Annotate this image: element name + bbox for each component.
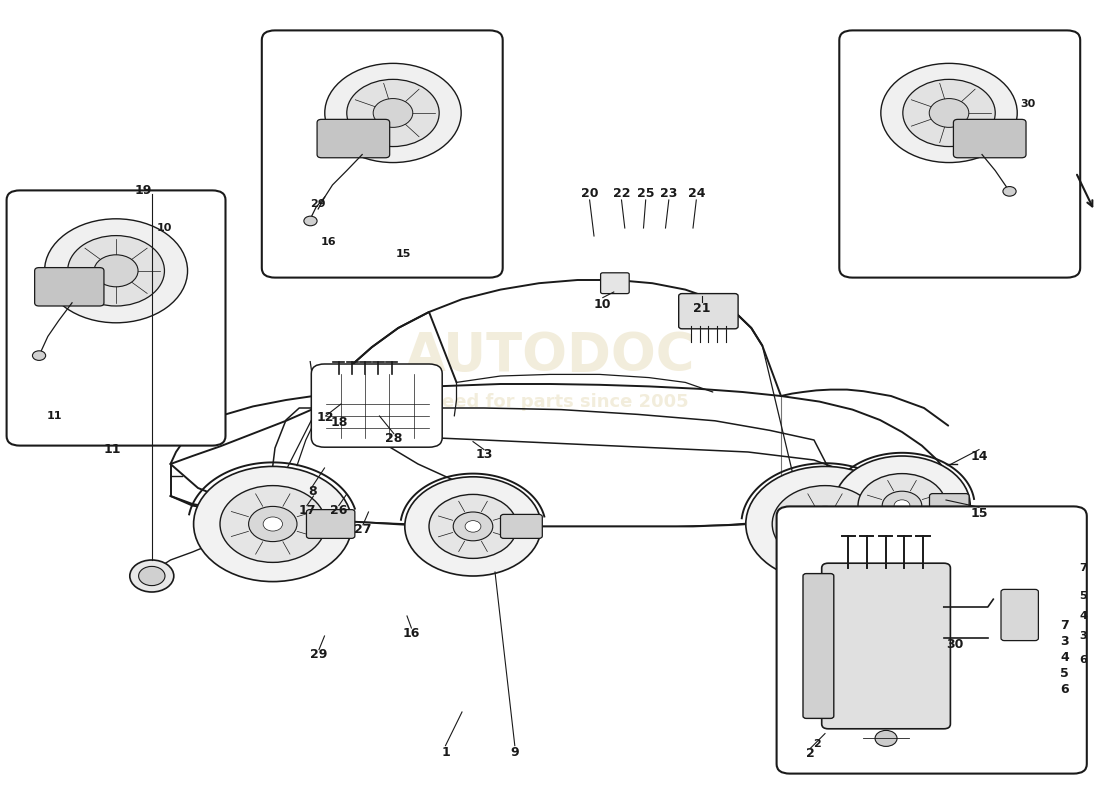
Text: 2: 2: [806, 747, 815, 760]
FancyBboxPatch shape: [777, 506, 1087, 774]
Text: 16: 16: [403, 627, 420, 640]
Text: 15: 15: [970, 507, 988, 520]
Text: 2: 2: [813, 739, 822, 749]
Text: 30: 30: [946, 638, 964, 650]
FancyBboxPatch shape: [34, 267, 103, 306]
Text: 15: 15: [396, 249, 411, 258]
Circle shape: [882, 491, 922, 520]
Circle shape: [324, 63, 461, 162]
Text: 22: 22: [613, 187, 630, 200]
FancyBboxPatch shape: [500, 514, 542, 538]
Text: 18: 18: [330, 416, 348, 429]
Text: 25: 25: [637, 187, 654, 200]
Circle shape: [453, 512, 493, 541]
Text: 26: 26: [330, 504, 348, 517]
Circle shape: [220, 486, 326, 562]
Text: 4: 4: [1060, 651, 1069, 664]
Circle shape: [903, 79, 996, 146]
Circle shape: [32, 350, 45, 360]
Circle shape: [876, 730, 898, 746]
FancyBboxPatch shape: [839, 30, 1080, 278]
FancyBboxPatch shape: [307, 510, 355, 538]
Text: 27: 27: [354, 523, 372, 536]
Text: 6: 6: [1060, 683, 1069, 696]
Text: 11: 11: [46, 411, 63, 421]
Text: 1: 1: [441, 746, 450, 758]
Text: 20: 20: [581, 187, 598, 200]
Text: 29: 29: [310, 648, 328, 661]
Text: 12: 12: [317, 411, 334, 424]
Circle shape: [139, 566, 165, 586]
Circle shape: [429, 494, 517, 558]
Text: 4: 4: [1079, 611, 1087, 621]
FancyBboxPatch shape: [262, 30, 503, 278]
Circle shape: [894, 500, 910, 511]
Circle shape: [249, 506, 297, 542]
FancyBboxPatch shape: [7, 190, 225, 446]
Text: 17: 17: [298, 504, 316, 517]
Text: 3: 3: [1060, 635, 1069, 648]
Circle shape: [1003, 186, 1016, 196]
FancyBboxPatch shape: [954, 119, 1026, 158]
Circle shape: [746, 466, 904, 582]
Circle shape: [68, 235, 165, 306]
FancyBboxPatch shape: [1001, 590, 1038, 641]
Text: 5: 5: [1079, 591, 1087, 601]
Circle shape: [858, 474, 946, 538]
Text: 5: 5: [1060, 667, 1069, 680]
Text: AUTODOC: AUTODOC: [405, 330, 695, 382]
FancyBboxPatch shape: [317, 119, 389, 158]
Text: 23: 23: [660, 187, 678, 200]
Text: 28: 28: [385, 432, 403, 445]
Circle shape: [772, 486, 878, 562]
Text: 30: 30: [1021, 99, 1036, 109]
Text: 7: 7: [1060, 619, 1069, 632]
Text: 7: 7: [1079, 563, 1087, 573]
Circle shape: [263, 517, 283, 531]
Text: 3: 3: [1079, 631, 1087, 641]
FancyBboxPatch shape: [803, 574, 834, 718]
Circle shape: [130, 560, 174, 592]
FancyBboxPatch shape: [859, 510, 901, 536]
Circle shape: [881, 63, 1018, 162]
FancyBboxPatch shape: [930, 494, 969, 516]
Text: 19: 19: [134, 184, 152, 197]
Text: 10: 10: [156, 223, 172, 233]
Text: 8: 8: [308, 485, 317, 498]
FancyBboxPatch shape: [679, 294, 738, 329]
Text: 14: 14: [970, 450, 988, 462]
Circle shape: [94, 255, 139, 287]
Circle shape: [304, 216, 317, 226]
Circle shape: [373, 98, 412, 127]
Circle shape: [465, 521, 481, 532]
Circle shape: [346, 79, 439, 146]
Text: a need for parts since 2005: a need for parts since 2005: [411, 393, 689, 410]
Text: 29: 29: [310, 199, 326, 209]
Text: 10: 10: [594, 298, 612, 310]
Text: 24: 24: [688, 187, 705, 200]
Circle shape: [405, 477, 541, 576]
FancyBboxPatch shape: [822, 563, 950, 729]
Text: 9: 9: [510, 746, 519, 758]
Circle shape: [801, 506, 849, 542]
Text: 21: 21: [693, 302, 711, 314]
Text: 13: 13: [475, 448, 493, 461]
Text: 16: 16: [321, 238, 337, 247]
Circle shape: [815, 517, 835, 531]
Circle shape: [930, 98, 969, 127]
Text: 11: 11: [103, 443, 121, 456]
FancyBboxPatch shape: [601, 273, 629, 294]
Circle shape: [44, 219, 187, 323]
Circle shape: [834, 456, 970, 555]
Circle shape: [194, 466, 352, 582]
Text: 6: 6: [1079, 655, 1087, 665]
FancyBboxPatch shape: [311, 364, 442, 447]
